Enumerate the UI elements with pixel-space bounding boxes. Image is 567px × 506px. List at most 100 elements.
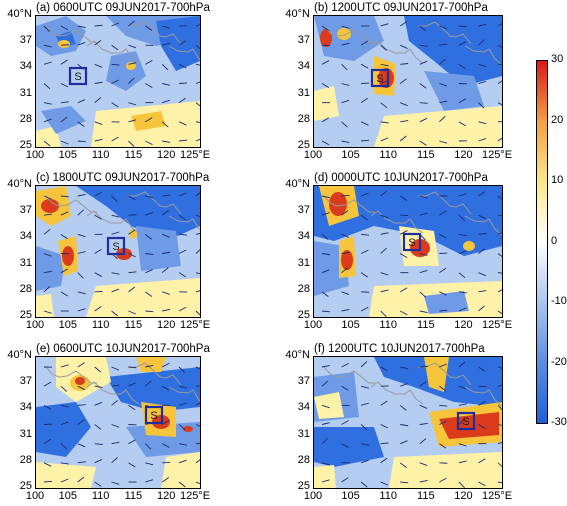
wind-barb [145, 269, 153, 274]
wind-barb [43, 44, 52, 48]
wind-barb [77, 385, 86, 391]
wind-barb [419, 195, 428, 199]
wind-barb [111, 457, 118, 464]
coastline [323, 362, 502, 407]
wind-barb [478, 233, 487, 235]
y-tick-label: 40°N [7, 178, 32, 190]
wind-barb [419, 25, 427, 32]
map-panel-f: S [313, 356, 503, 489]
y-tick-label: 31 [297, 86, 310, 99]
wind-barb [162, 251, 171, 254]
wind-barb [128, 439, 136, 445]
wind-barb [195, 402, 200, 406]
wind-barb [178, 63, 187, 69]
wind-barb [77, 476, 85, 483]
x-tick-label: 115 [124, 149, 143, 161]
wind-barb [419, 212, 428, 216]
wind-barb [321, 60, 330, 65]
wind-barb [111, 272, 120, 275]
box-marker-label: S [376, 73, 383, 85]
wind-barb [419, 83, 427, 89]
wind-barb [321, 291, 329, 298]
wind-barb [43, 438, 51, 445]
wind-barb [360, 192, 369, 197]
wind-barb [341, 385, 349, 391]
wind-barb [321, 479, 330, 483]
wind-barb [178, 97, 186, 104]
wind-barb [399, 21, 408, 27]
wind-barb [77, 25, 86, 28]
wind-barb [341, 443, 349, 448]
wind-barb [43, 270, 52, 274]
y-tick-label: 34 [297, 230, 310, 243]
x-tick-label: 110 [379, 149, 397, 161]
wind-barb [60, 462, 69, 465]
wind-barb [60, 140, 69, 145]
y-tick-label: 31 [19, 86, 32, 99]
wind-barb [341, 140, 350, 143]
wind-barb [497, 441, 502, 445]
wind-barb [162, 308, 171, 312]
wind-barb [497, 310, 502, 315]
wind-barb [380, 424, 389, 429]
wind-barb [478, 121, 487, 125]
wind-barb [341, 251, 350, 254]
wind-barb [380, 102, 388, 109]
wind-barb [94, 306, 102, 312]
wind-barb [321, 365, 330, 368]
wind-barb [321, 253, 330, 256]
wind-barb [399, 135, 407, 142]
wind-barb [341, 42, 350, 46]
panel-title: (d) 0000UTC 10JUN2017-700hPa [314, 172, 488, 184]
map-panel-a: S [35, 15, 201, 148]
box-marker-label: S [74, 71, 81, 83]
colorbar-tick-label: 10 [551, 174, 564, 186]
y-tick-label: 40°N [285, 178, 310, 190]
wind-barb [43, 213, 52, 216]
wind-barb [497, 214, 502, 217]
y-tick-label: 25 [19, 480, 32, 492]
wind-barb [360, 424, 368, 431]
wind-barb [399, 462, 407, 469]
wind-barb [321, 404, 330, 409]
wind-barb [145, 140, 153, 146]
y-tick-label: 37 [19, 204, 32, 217]
wind-barb [458, 233, 467, 237]
wind-barb [94, 214, 102, 220]
wind-barb [439, 58, 446, 65]
wind-barb [478, 458, 486, 464]
wind-barb [43, 102, 52, 105]
wind-barb [94, 366, 102, 373]
wind-barb [111, 310, 119, 317]
wind-barb [94, 39, 102, 46]
wind-barb [77, 404, 86, 406]
wind-barb [341, 25, 350, 29]
x-tick-label: 120 [454, 490, 473, 502]
wind-barb [497, 424, 502, 426]
wind-barb [478, 424, 486, 430]
wind-barb [162, 291, 170, 295]
x-tick-label: 115 [417, 319, 435, 331]
wind-barb [162, 83, 171, 86]
wind-barb [419, 269, 428, 274]
wind-barb [179, 385, 187, 389]
wind-barb [43, 118, 52, 123]
wind-barb [360, 249, 369, 254]
map-panel-e: S [35, 356, 201, 489]
wind-barb [111, 481, 120, 485]
wind-barb [178, 402, 187, 406]
box-marker-label: S [112, 241, 119, 253]
wind-barb [419, 140, 427, 146]
wind-barb [111, 384, 120, 387]
wind-barb [439, 404, 448, 407]
wind-barb [111, 63, 120, 66]
wind-barb [458, 481, 465, 488]
wind-barb [497, 195, 502, 200]
wind-barb [77, 308, 86, 312]
wind-barb [321, 25, 329, 31]
wind-barb [195, 44, 200, 50]
wind-barb [497, 366, 502, 369]
x-tick-label: 100 [25, 149, 45, 161]
wind-barb [400, 383, 408, 387]
coastline [323, 191, 502, 236]
